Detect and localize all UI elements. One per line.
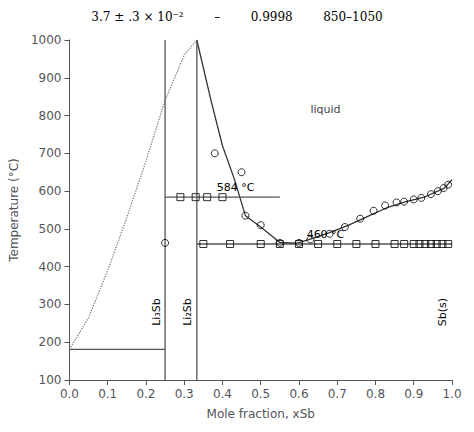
svg-text:100: 100 bbox=[39, 373, 62, 387]
svg-text:Sb(s): Sb(s) bbox=[436, 298, 449, 326]
svg-text:0.4: 0.4 bbox=[213, 387, 232, 401]
svg-text:Mole fraction, xSb: Mole fraction, xSb bbox=[207, 407, 315, 421]
svg-text:1000: 1000 bbox=[31, 33, 62, 47]
svg-text:200: 200 bbox=[39, 335, 62, 349]
svg-text:900: 900 bbox=[39, 71, 62, 85]
svg-text:584 °C: 584 °C bbox=[217, 181, 255, 194]
svg-text:liquid: liquid bbox=[310, 103, 340, 116]
svg-text:0.9: 0.9 bbox=[404, 387, 423, 401]
svg-text:0.6: 0.6 bbox=[289, 387, 308, 401]
svg-text:0.1: 0.1 bbox=[98, 387, 117, 401]
svg-text:Li₂Sb: Li₂Sb bbox=[181, 298, 194, 326]
svg-text:Temperature (°C): Temperature (°C) bbox=[7, 158, 21, 263]
svg-text:0.8: 0.8 bbox=[366, 387, 385, 401]
svg-text:0.7: 0.7 bbox=[328, 387, 347, 401]
svg-text:1.0: 1.0 bbox=[442, 387, 461, 401]
svg-text:0.5: 0.5 bbox=[251, 387, 270, 401]
svg-text:400: 400 bbox=[39, 260, 62, 274]
svg-text:800: 800 bbox=[39, 109, 62, 123]
svg-text:460 °C: 460 °C bbox=[307, 228, 345, 241]
svg-text:600: 600 bbox=[39, 184, 62, 198]
svg-text:Li₃Sb: Li₃Sb bbox=[150, 298, 163, 326]
svg-text:300: 300 bbox=[39, 297, 62, 311]
svg-text:3.7 ± .3 × 10⁻² –: 3.7 ± .3 × 10⁻² – 0.9998 850–1050 bbox=[91, 10, 382, 24]
svg-text:500: 500 bbox=[39, 222, 62, 236]
svg-text:0.2: 0.2 bbox=[136, 387, 155, 401]
svg-text:0.3: 0.3 bbox=[175, 387, 194, 401]
svg-text:700: 700 bbox=[39, 146, 62, 160]
svg-text:0.0: 0.0 bbox=[60, 387, 79, 401]
